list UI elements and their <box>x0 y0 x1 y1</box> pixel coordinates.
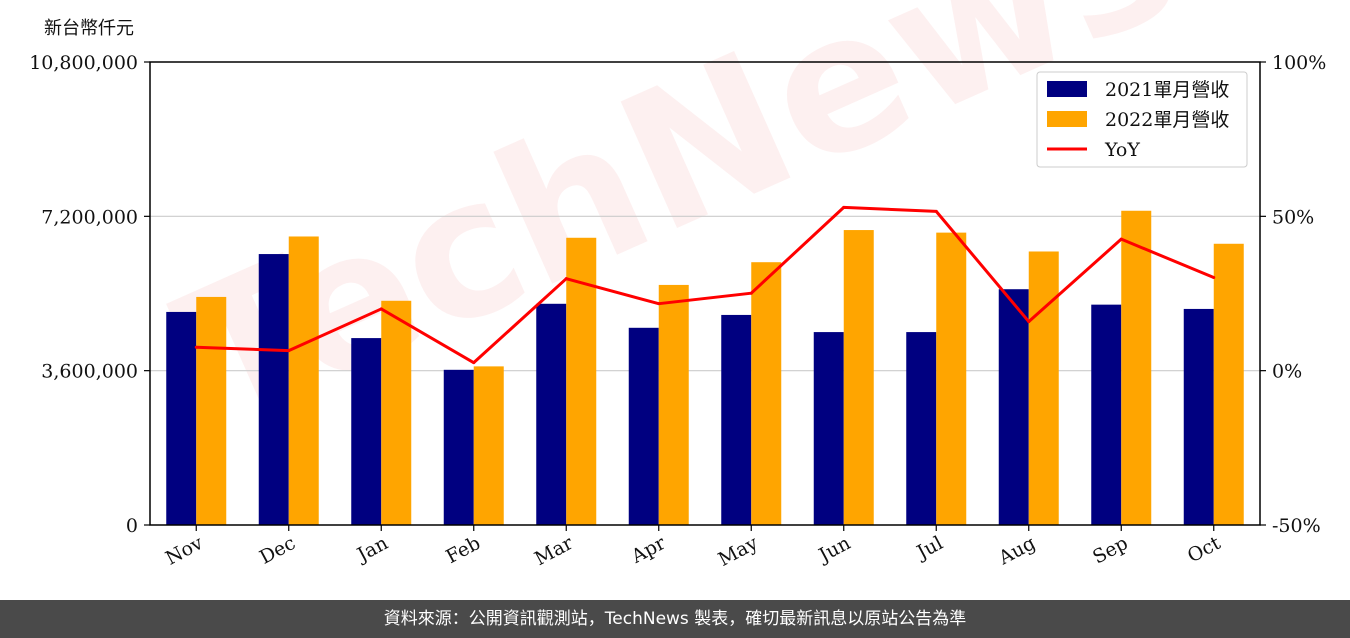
x-tick-label-sep: Sep <box>1089 532 1132 569</box>
legend-label-0: 2021單月營收 <box>1105 79 1229 101</box>
yoy-point-feb <box>472 361 476 365</box>
y-left-tick-label: 0 <box>126 515 138 537</box>
y-axis-unit-label: 新台幣仟元 <box>44 18 134 39</box>
x-tick-label-nov: Nov <box>162 532 207 570</box>
yoy-point-jul <box>934 209 938 213</box>
x-tick-label-apr: Apr <box>627 532 670 569</box>
bar-2021-sep <box>1091 304 1122 525</box>
bar-2022-nov <box>196 296 227 525</box>
x-tick-label-jan: Jan <box>352 532 392 567</box>
bar-2021-oct <box>1183 308 1214 525</box>
bar-2021-mar <box>536 303 567 525</box>
x-tick-label-may: May <box>715 532 762 571</box>
bar-2022-may <box>751 262 782 525</box>
bar-2021-nov <box>166 311 197 525</box>
bar-2021-may <box>721 314 752 525</box>
bar-2021-feb <box>443 369 474 525</box>
x-tick-label-mar: Mar <box>531 532 577 571</box>
y-right-tick-label: 0% <box>1272 361 1302 383</box>
bar-2021-dec <box>258 254 289 525</box>
y-right-tick-label: -50% <box>1272 515 1321 537</box>
yoy-point-apr <box>657 302 661 306</box>
x-tick-label-dec: Dec <box>256 532 299 569</box>
y-right-tick-label: 50% <box>1272 206 1314 228</box>
yoy-point-jun <box>842 205 846 209</box>
chart: 0 3,600,000 7,200,000 10,800,000 -50% 0% 50% 10… <box>29 52 1326 571</box>
x-tick-label-oct: Oct <box>1184 532 1225 567</box>
yoy-point-may <box>749 291 753 295</box>
y-left-tick-label: 7,200,000 <box>41 206 138 228</box>
yoy-point-oct <box>1212 275 1216 279</box>
plot-frame <box>149 61 1261 526</box>
bar-2022-feb <box>473 366 504 525</box>
yoy-point-sep <box>1119 237 1123 241</box>
legend-label-1: 2022單月營收 <box>1105 109 1229 131</box>
y-left-tick-label: 3,600,000 <box>41 361 138 383</box>
bar-2021-jan <box>351 338 382 525</box>
x-tick-label-jul: Jul <box>912 532 947 565</box>
x-tick-label-feb: Feb <box>442 532 484 568</box>
bar-2021-aug <box>998 289 1029 525</box>
legend-label-2: YoY <box>1104 139 1140 161</box>
yoy-point-jan <box>379 307 383 311</box>
legend <box>1036 71 1248 168</box>
bar-2022-apr <box>658 284 689 525</box>
bar-2021-jun <box>813 332 844 525</box>
bar-2022-oct <box>1213 243 1244 525</box>
yoy-point-aug <box>1027 320 1031 324</box>
source-footer: 資料來源：公開資訊觀測站，TechNews 製表，確切最新訊息以原站公告為準 <box>0 600 1350 638</box>
legend-swatch-1 <box>1047 111 1087 127</box>
bar-2022-jul <box>936 232 967 525</box>
bar-2022-jan <box>381 300 412 525</box>
bar-2022-aug <box>1028 251 1059 525</box>
bar-2022-sep <box>1121 210 1152 525</box>
yoy-point-dec <box>287 349 291 353</box>
bar-2021-apr <box>628 327 659 525</box>
yoy-point-nov <box>194 345 198 349</box>
yoy-point-mar <box>564 277 568 281</box>
bar-2021-jul <box>906 332 937 525</box>
legend-swatch-0 <box>1047 81 1087 97</box>
y-left-tick-label: 10,800,000 <box>29 52 138 74</box>
x-tick-label-jun: Jun <box>814 532 854 567</box>
bar-2022-dec <box>288 236 319 525</box>
x-tick-label-aug: Aug <box>994 532 1039 570</box>
y-right-tick-label: 100% <box>1272 52 1326 74</box>
bar-2022-jun <box>843 230 874 525</box>
yoy-line <box>196 205 1215 365</box>
